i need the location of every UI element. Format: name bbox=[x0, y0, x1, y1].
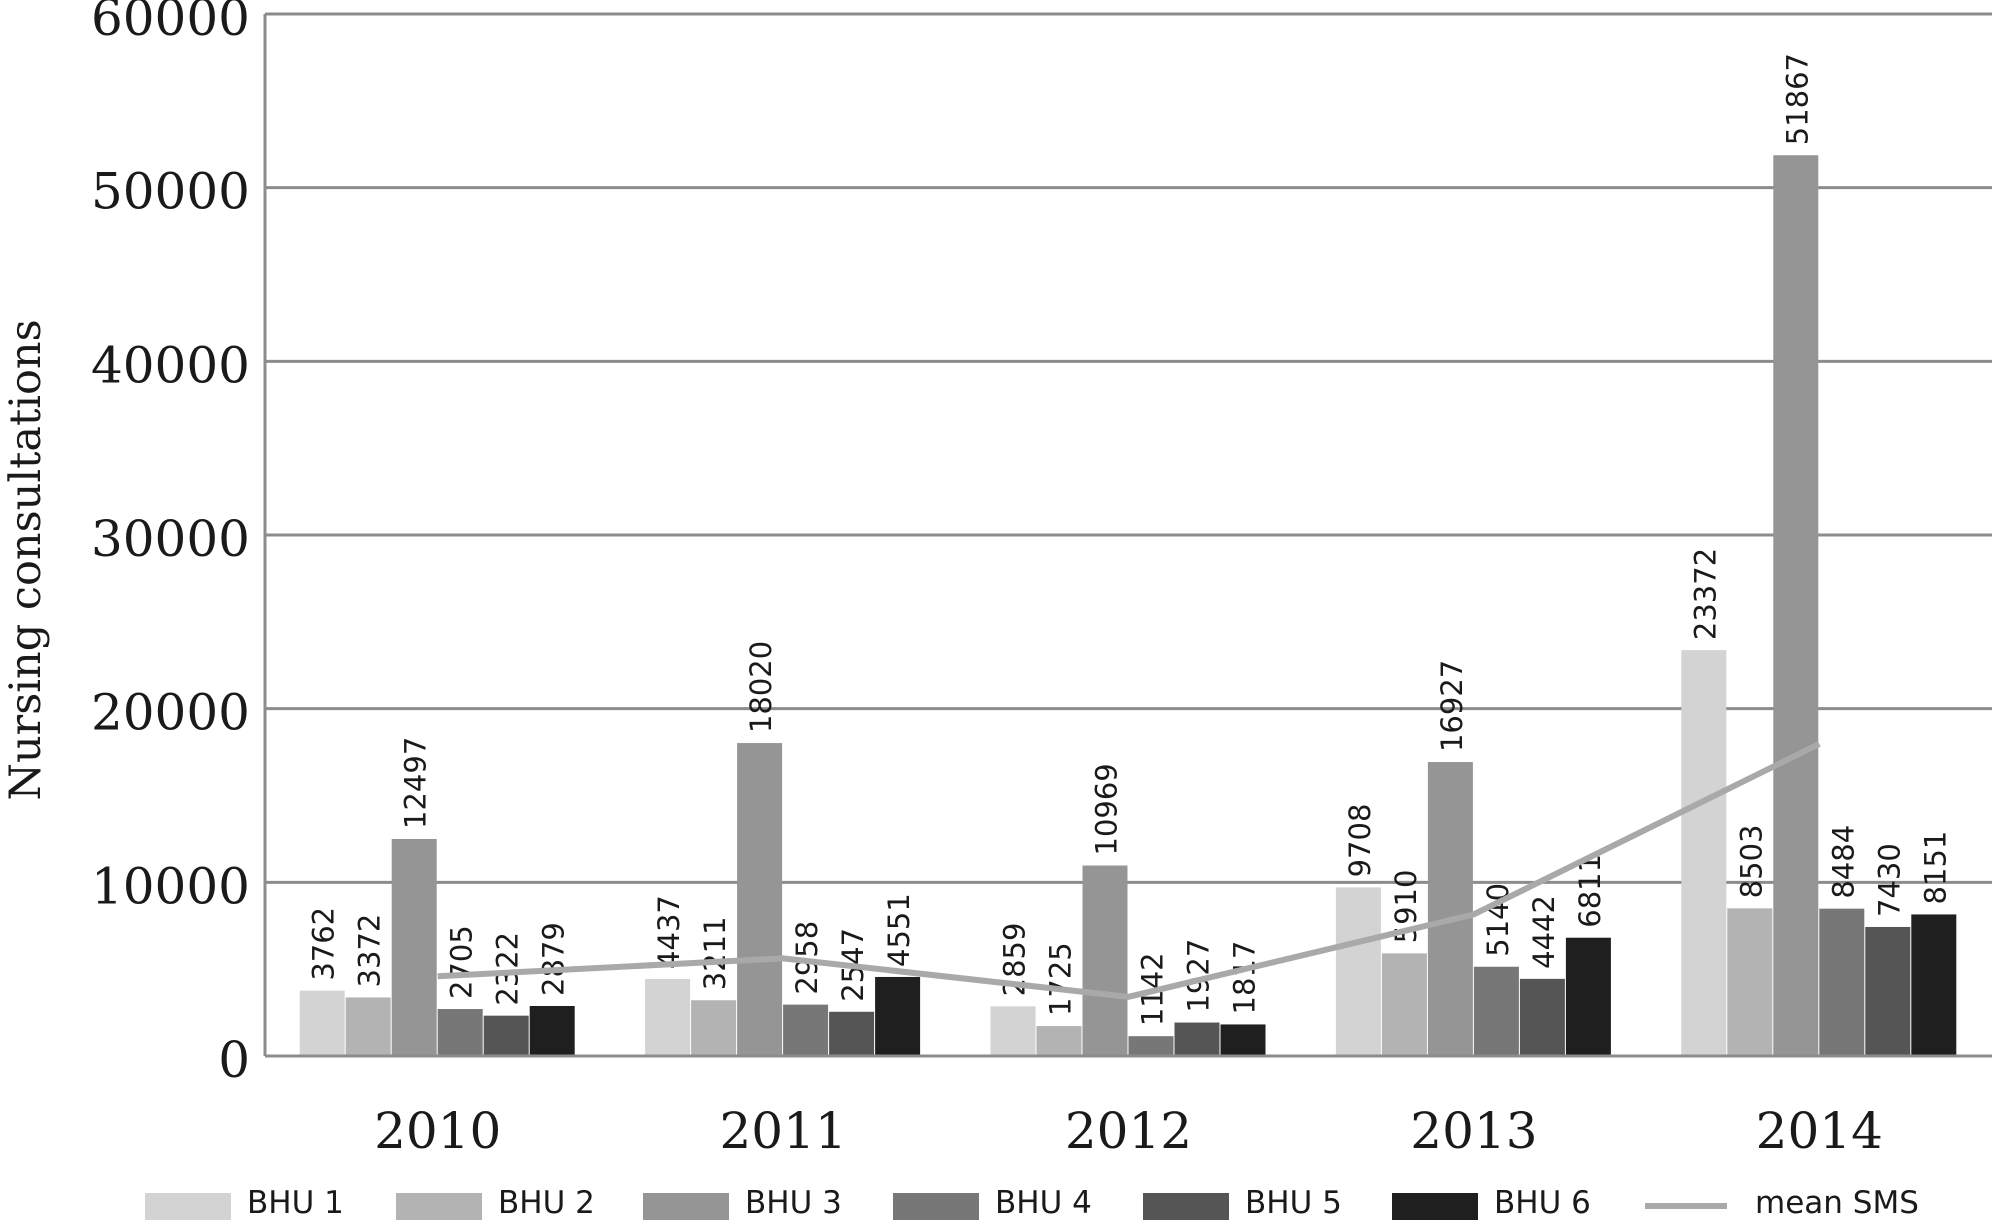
x-tick-label: 2012 bbox=[1065, 1102, 1192, 1160]
data-label: 8484 bbox=[1826, 825, 1860, 899]
bar bbox=[1773, 155, 1819, 1056]
legend-label: mean SMS bbox=[1755, 1185, 1919, 1221]
data-label: 4551 bbox=[882, 893, 916, 967]
data-label: 4437 bbox=[652, 895, 686, 969]
bar bbox=[391, 838, 437, 1056]
legend-label: BHU 1 bbox=[247, 1185, 344, 1221]
data-label: 8151 bbox=[1918, 831, 1952, 905]
data-label: 3372 bbox=[353, 914, 387, 988]
bar bbox=[645, 978, 691, 1056]
data-label: 51867 bbox=[1780, 53, 1814, 145]
data-label: 12497 bbox=[399, 737, 433, 829]
bar bbox=[1036, 1026, 1082, 1056]
data-label: 6811 bbox=[1573, 854, 1607, 928]
bar bbox=[483, 1015, 529, 1056]
y-axis-title: Nursing consultations bbox=[1, 319, 51, 800]
legend-label: BHU 3 bbox=[745, 1185, 842, 1221]
y-tick-label: 20000 bbox=[91, 684, 250, 742]
bar bbox=[1727, 908, 1773, 1056]
bar bbox=[1819, 908, 1865, 1056]
bar bbox=[1473, 966, 1519, 1056]
y-tick-label: 10000 bbox=[91, 857, 250, 915]
legend-swatch bbox=[145, 1193, 231, 1220]
bar bbox=[691, 1000, 737, 1056]
data-label: 1817 bbox=[1228, 941, 1262, 1015]
x-tick-label: 2011 bbox=[719, 1102, 846, 1160]
legend-label: BHU 6 bbox=[1494, 1185, 1591, 1221]
x-tick-label: 2014 bbox=[1756, 1102, 1883, 1160]
legend-swatch bbox=[1143, 1193, 1229, 1220]
y-tick-label: 30000 bbox=[91, 510, 250, 568]
bar bbox=[1565, 937, 1611, 1056]
data-label: 4442 bbox=[1527, 895, 1561, 969]
bar bbox=[1128, 1036, 1174, 1056]
data-label: 2879 bbox=[537, 922, 571, 996]
y-tick-label: 40000 bbox=[91, 336, 250, 394]
bar bbox=[875, 976, 921, 1056]
data-label: 8503 bbox=[1734, 825, 1768, 899]
bar bbox=[1335, 887, 1381, 1056]
x-tick-label: 2010 bbox=[374, 1102, 501, 1160]
bar bbox=[1082, 865, 1128, 1056]
bar bbox=[1865, 926, 1911, 1056]
data-label: 2705 bbox=[445, 925, 479, 999]
bar bbox=[1381, 953, 1427, 1056]
legend-swatch bbox=[643, 1193, 729, 1220]
mean-line bbox=[437, 741, 1821, 1000]
bar bbox=[1220, 1024, 1266, 1056]
bar bbox=[737, 743, 783, 1056]
y-tick-label: 60000 bbox=[91, 0, 250, 47]
data-label: 3211 bbox=[698, 916, 732, 990]
data-label: 18020 bbox=[744, 641, 778, 733]
y-tick-label: 50000 bbox=[91, 163, 250, 221]
data-label: 1725 bbox=[1044, 942, 1078, 1016]
bar bbox=[299, 990, 345, 1056]
bar bbox=[1174, 1022, 1220, 1056]
legend-label: BHU 2 bbox=[498, 1185, 595, 1221]
data-label: 10969 bbox=[1090, 763, 1124, 855]
bar bbox=[345, 997, 391, 1056]
legend-label: BHU 5 bbox=[1245, 1185, 1342, 1221]
bar bbox=[829, 1011, 875, 1056]
data-label: 16927 bbox=[1435, 660, 1469, 752]
legend-swatch bbox=[396, 1193, 482, 1220]
bar bbox=[1911, 914, 1957, 1056]
bar bbox=[529, 1006, 575, 1056]
legend-swatch bbox=[1392, 1193, 1478, 1220]
bar bbox=[1519, 978, 1565, 1056]
legend-swatch bbox=[893, 1193, 979, 1220]
bar bbox=[783, 1004, 829, 1056]
bar bbox=[437, 1009, 483, 1056]
bar bbox=[1681, 650, 1727, 1056]
data-label: 3762 bbox=[307, 907, 341, 981]
legend-label: BHU 4 bbox=[995, 1185, 1092, 1221]
data-label: 9708 bbox=[1343, 804, 1377, 878]
data-label: 2322 bbox=[491, 932, 525, 1006]
data-label: 23372 bbox=[1688, 548, 1722, 640]
bar bbox=[990, 1006, 1036, 1056]
y-tick-label: 0 bbox=[218, 1031, 250, 1089]
data-label: 7430 bbox=[1872, 843, 1906, 917]
x-tick-label: 2013 bbox=[1410, 1102, 1537, 1160]
bar bbox=[1427, 762, 1473, 1056]
